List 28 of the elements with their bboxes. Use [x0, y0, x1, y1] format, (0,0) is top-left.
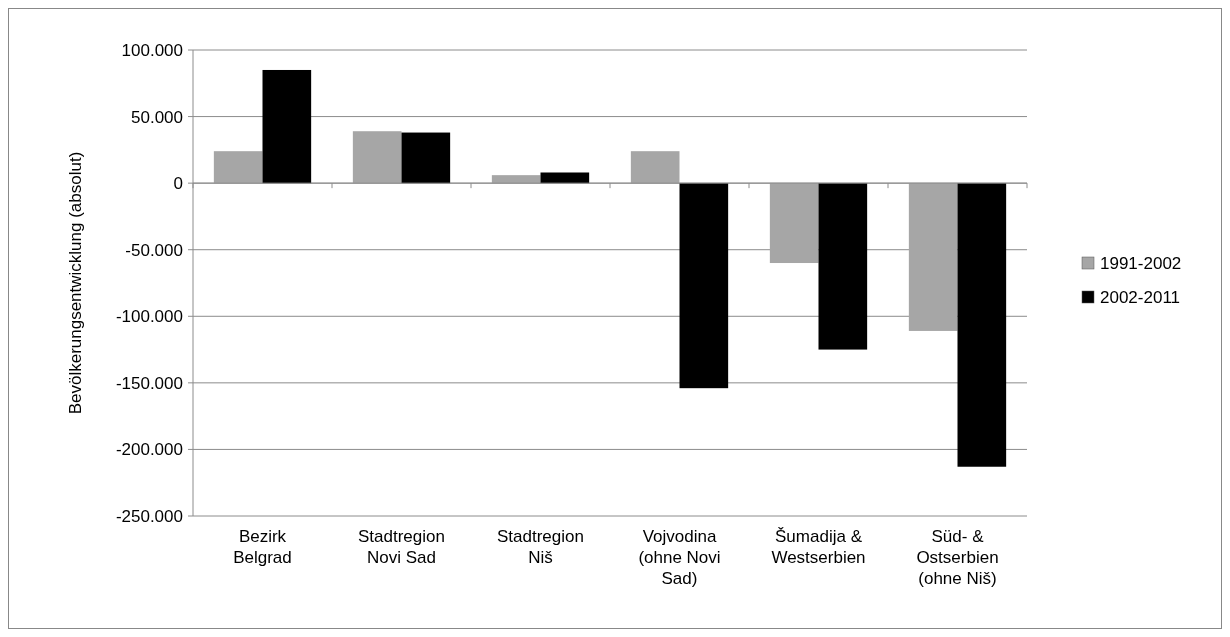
x-tick-label: Vojvodina (ohne Novi Sad): [638, 527, 721, 588]
y-tick-label: 50.000: [131, 107, 183, 127]
bar: [540, 172, 590, 184]
bar: [630, 151, 680, 184]
bar: [679, 183, 729, 389]
bar: [818, 183, 868, 350]
legend-label: 1991-2002: [1100, 253, 1182, 273]
y-tick-label: -200.000: [115, 440, 183, 460]
x-tick-label: Bezirk Belgrad: [233, 527, 292, 567]
y-tick-label: 100.000: [121, 40, 183, 60]
x-tick-label: Šumadija & Westserbien: [771, 527, 866, 567]
y-tick-label: -150.000: [115, 373, 183, 393]
bar: [352, 131, 402, 184]
y-tick-label: -50.000: [125, 240, 183, 260]
bar: [769, 183, 819, 264]
x-tick-label: Süd- & Ostserbien (ohne Niš): [916, 527, 999, 588]
bar: [908, 183, 958, 331]
y-tick-label: 0: [173, 174, 183, 194]
y-tick-label: -100.000: [115, 307, 183, 327]
bar: [213, 151, 263, 184]
y-tick-label: -250.000: [115, 506, 183, 526]
legend-label: 2002-2011: [1100, 287, 1181, 307]
bar: [401, 132, 451, 184]
y-axis-title: Bevölkerungsentwicklung (absolut): [66, 151, 85, 415]
bar: [262, 69, 312, 184]
bar: [957, 183, 1007, 467]
x-tick-label: Stadtregion Niš: [497, 527, 584, 567]
x-tick-label: Stadtregion Novi Sad: [358, 527, 445, 567]
